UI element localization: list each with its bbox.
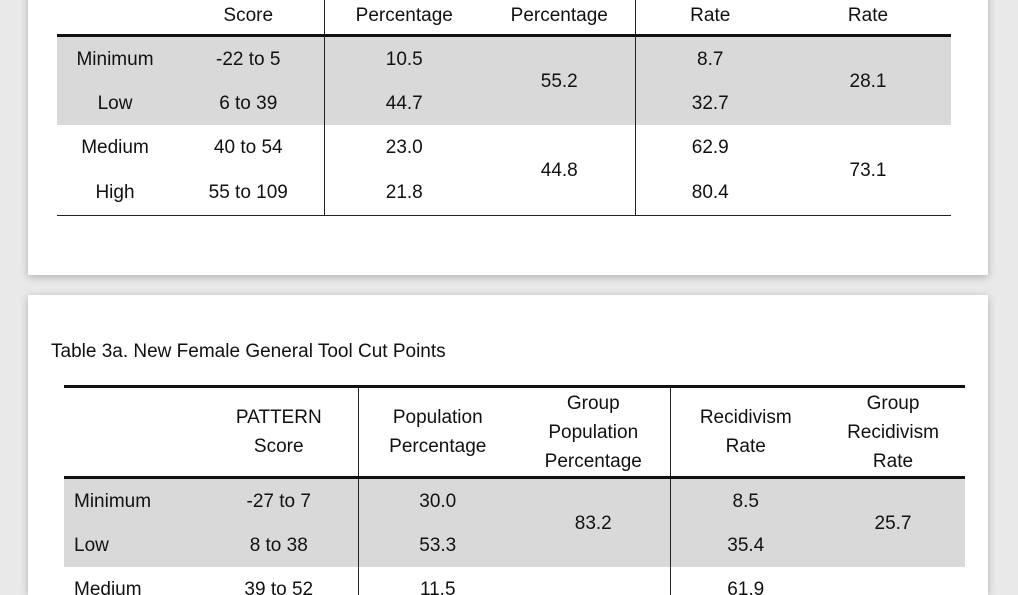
row-recidivism-rate: 61.9 [669,567,821,595]
header-line: Recidivism [699,407,792,428]
group-population-percentage: 44.8 [540,159,578,181]
group-population-percentage: 55.2 [540,70,578,92]
table-header-row: PATTERN Score Population Percentage Grou… [64,386,965,479]
row-population-percentage: 11.5 [357,567,517,595]
row-population-percentage: 30.0 [357,477,517,523]
group-recidivism-rate: 28.1 [849,70,887,92]
row-recidivism-rate: 8.7 [634,35,785,81]
header-group-recidivism-rate: Rate [785,0,951,37]
header-line: Recidivism [847,421,939,443]
header-line: Percentage [544,450,642,472]
header-line: Percentage [389,436,487,457]
row-recidivism-rate: 80.4 [634,169,785,216]
header-line: Score [253,436,304,457]
header-recidivism-rate: Recidivism Rate [669,386,821,479]
header-score: Score [173,0,324,37]
table-row: High 55 to 109 21.8 80.4 [57,169,951,216]
table-row: Minimum -22 to 5 10.5 55.2 8.7 28.1 [57,35,951,92]
cut-points-table-3a: PATTERN Score Population Percentage Grou… [64,385,965,595]
row-score: 8 to 38 [249,534,308,556]
header-line: PATTERN [235,407,322,428]
row-score: -22 to 5 [216,48,281,70]
table-row: Minimum -27 to 7 30.0 83.2 8.5 25.7 [64,477,965,534]
header-category [64,386,200,479]
row-category: Minimum [76,48,154,70]
row-category: High [95,181,135,203]
row-population-percentage: 53.3 [357,523,517,567]
row-category: Low [74,534,109,556]
header-population-percentage: Population Percentage [357,386,517,479]
header-line: Population [548,421,639,443]
row-category: Minimum [74,490,152,512]
header-line: Group [566,392,620,414]
row-population-percentage: 21.8 [323,169,484,216]
row-recidivism-rate: 32.7 [634,81,785,125]
row-category: Medium [81,136,149,158]
header-line: Rate [725,436,766,457]
row-population-percentage: 23.0 [323,125,484,169]
table-title: Table 3a. New Female General Tool Cut Po… [51,341,446,362]
document-page-top: Score Percentage Percentage Rate Rate Mi… [28,0,988,275]
row-score: 39 to 52 [244,578,314,595]
cut-points-table-top: Score Percentage Percentage Rate Rate Mi… [57,0,951,216]
row-category: Medium [74,578,142,595]
row-score: 40 to 54 [213,136,283,158]
document-page-bottom: Table 3a. New Female General Tool Cut Po… [28,295,988,595]
header-line: Rate [872,450,914,472]
header-group-population-percentage: Group Population Percentage [517,386,670,479]
header-pattern-score: PATTERN Score [200,386,358,479]
row-score: 6 to 39 [219,92,278,114]
group-population-percentage: 83.2 [574,512,612,534]
row-score: 55 to 109 [208,181,288,203]
row-score: -27 to 7 [246,490,311,512]
header-group-recidivism-rate: Group Recidivism Rate [821,386,965,479]
group-recidivism-rate: 73.1 [849,159,887,181]
row-population-percentage: 44.7 [323,81,484,125]
group-recidivism-rate: 25.7 [874,512,912,534]
group-recidivism-rate-empty [821,567,965,595]
table-header-row: Score Percentage Percentage Rate Rate [57,0,951,37]
header-group-population-percentage: Percentage [484,0,635,37]
header-line: Group [866,392,920,414]
row-population-percentage: 10.5 [323,35,484,81]
row-recidivism-rate: 35.4 [669,523,821,567]
table-row: Medium 40 to 54 23.0 44.8 62.9 73.1 [57,125,951,181]
table-row: Medium 39 to 52 11.5 61.9 [64,567,965,595]
group-population-percentage-empty [517,567,670,595]
table-row: Low 8 to 38 53.3 35.4 [64,523,965,567]
header-category [57,0,173,37]
row-recidivism-rate: 62.9 [634,125,785,169]
header-population-percentage: Percentage [323,0,484,37]
row-recidivism-rate: 8.5 [669,477,821,523]
header-recidivism-rate: Rate [634,0,785,37]
row-category: Low [97,92,133,114]
header-line: Population [392,407,483,428]
